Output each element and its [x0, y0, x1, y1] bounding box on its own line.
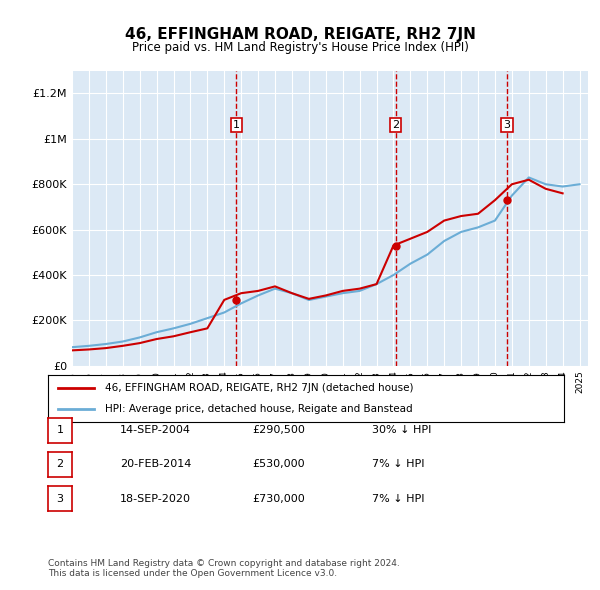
- Text: 3: 3: [503, 120, 511, 130]
- Text: 14-SEP-2004: 14-SEP-2004: [120, 425, 191, 435]
- Text: 46, EFFINGHAM ROAD, REIGATE, RH2 7JN: 46, EFFINGHAM ROAD, REIGATE, RH2 7JN: [125, 27, 475, 41]
- Text: £730,000: £730,000: [252, 494, 305, 503]
- Text: 7% ↓ HPI: 7% ↓ HPI: [372, 460, 425, 469]
- Text: 46, EFFINGHAM ROAD, REIGATE, RH2 7JN (detached house): 46, EFFINGHAM ROAD, REIGATE, RH2 7JN (de…: [105, 383, 413, 393]
- Text: HPI: Average price, detached house, Reigate and Banstead: HPI: Average price, detached house, Reig…: [105, 404, 412, 414]
- Text: Contains HM Land Registry data © Crown copyright and database right 2024.
This d: Contains HM Land Registry data © Crown c…: [48, 559, 400, 578]
- Text: 18-SEP-2020: 18-SEP-2020: [120, 494, 191, 503]
- Text: 1: 1: [233, 120, 240, 130]
- Text: Price paid vs. HM Land Registry's House Price Index (HPI): Price paid vs. HM Land Registry's House …: [131, 41, 469, 54]
- Text: 3: 3: [56, 494, 64, 503]
- Text: 20-FEB-2014: 20-FEB-2014: [120, 460, 191, 469]
- Text: 1: 1: [56, 425, 64, 435]
- Text: 30% ↓ HPI: 30% ↓ HPI: [372, 425, 431, 435]
- Text: 2: 2: [392, 120, 399, 130]
- Text: £530,000: £530,000: [252, 460, 305, 469]
- Text: £290,500: £290,500: [252, 425, 305, 435]
- Text: 2: 2: [56, 460, 64, 469]
- Text: 7% ↓ HPI: 7% ↓ HPI: [372, 494, 425, 503]
